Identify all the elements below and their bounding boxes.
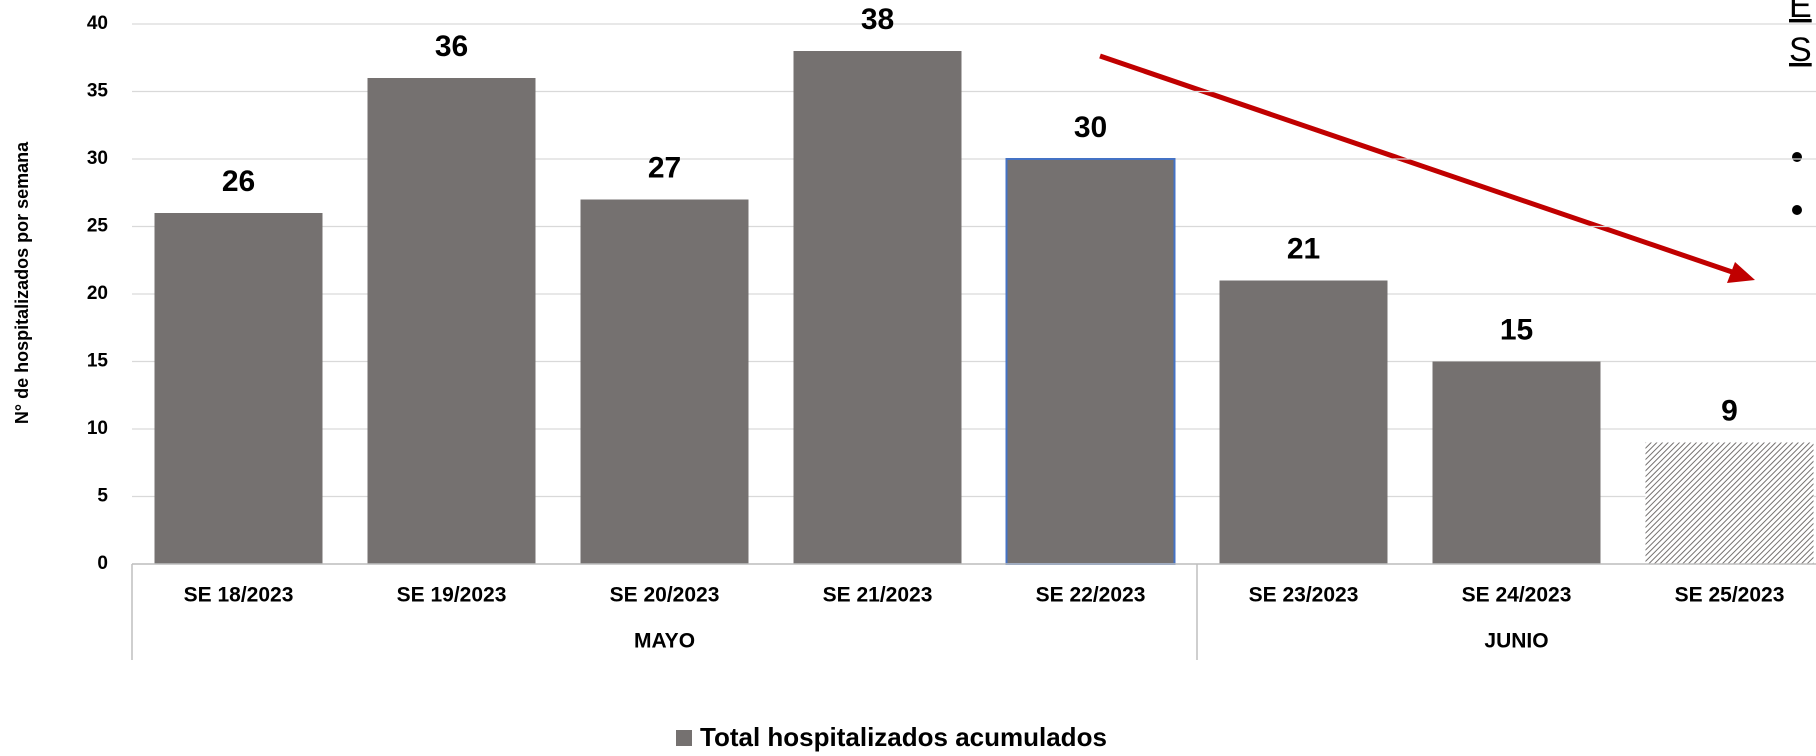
y-tick-label: 30 — [87, 148, 108, 169]
bar — [793, 51, 962, 564]
group-label: MAYO — [634, 630, 695, 653]
y-tick-label: 0 — [97, 553, 108, 574]
x-tick-label: SE 21/2023 — [823, 584, 933, 607]
y-tick-label: 20 — [87, 283, 108, 304]
bar — [1432, 361, 1601, 564]
value-label: 21 — [1287, 232, 1320, 265]
y-tick-label: 40 — [87, 13, 108, 34]
y-axis-title: N° de hospitalizados por semana — [12, 141, 32, 424]
trend-arrow — [1099, 53, 1739, 277]
bar — [1219, 280, 1388, 564]
legend-label: Total hospitalizados acumulados — [700, 722, 1107, 752]
value-label: 26 — [222, 165, 255, 198]
x-tick-label: SE 22/2023 — [1036, 584, 1146, 607]
value-label: 15 — [1500, 313, 1533, 346]
x-tick-label: SE 23/2023 — [1249, 584, 1359, 607]
value-label: 36 — [435, 30, 468, 63]
y-tick-label: 10 — [87, 418, 108, 439]
trend-arrow-head — [1727, 262, 1755, 283]
x-tick-label: SE 19/2023 — [397, 584, 507, 607]
bullet — [1792, 205, 1802, 215]
value-label: 27 — [648, 151, 681, 184]
value-label: 38 — [861, 3, 894, 36]
bullet — [1792, 152, 1802, 162]
bar — [367, 78, 536, 564]
x-tick-label: SE 18/2023 — [184, 584, 294, 607]
y-tick-label: 25 — [87, 216, 109, 237]
y-tick-label: 5 — [97, 486, 108, 507]
x-tick-label: SE 20/2023 — [610, 584, 720, 607]
y-tick-label: 15 — [87, 351, 109, 372]
x-tick-label: SE 24/2023 — [1462, 584, 1572, 607]
value-label: 9 — [1721, 394, 1738, 427]
y-tick-label: 35 — [87, 81, 109, 102]
group-label: JUNIO — [1484, 630, 1548, 653]
bar — [1645, 442, 1814, 564]
value-label: 30 — [1074, 111, 1107, 144]
bar — [580, 199, 749, 564]
bar — [154, 213, 323, 564]
bar — [1005, 158, 1176, 565]
side-text: E — [1789, 0, 1812, 25]
side-text: S — [1789, 31, 1812, 69]
x-tick-label: SE 25/2023 — [1675, 584, 1785, 607]
legend-swatch — [676, 730, 692, 746]
